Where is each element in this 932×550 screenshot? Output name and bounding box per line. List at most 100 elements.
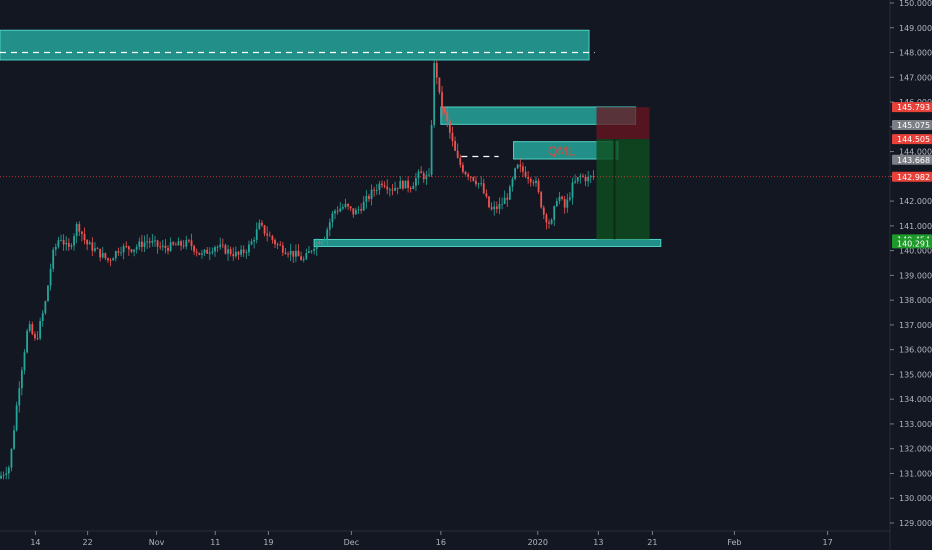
price-badge (892, 134, 932, 145)
candle-body (576, 177, 579, 182)
candle-body (279, 244, 282, 246)
candle-body (391, 189, 394, 191)
demand-zone (313, 238, 662, 247)
candle-body (469, 176, 472, 178)
candle-body (138, 241, 141, 247)
y-tick-label: 131.000 (899, 469, 932, 478)
candle-body (438, 77, 441, 93)
candle-body (177, 241, 180, 246)
position-layer (596, 107, 650, 240)
candle-body (245, 252, 248, 254)
x-tick-label: 16 (436, 538, 446, 547)
candle-body (396, 187, 399, 189)
candle-body (488, 196, 490, 208)
y-tick-label: 133.000 (899, 420, 932, 429)
candle-body (482, 183, 485, 194)
candle-body (375, 190, 378, 191)
price-badge-label: 144.505 (897, 135, 930, 144)
candle-body (503, 197, 506, 204)
price-badge-label: 143.668 (897, 156, 930, 165)
candle-body (47, 285, 49, 302)
y-tick-label: 136.000 (899, 346, 932, 355)
candle-body (120, 252, 122, 254)
candle-body (315, 242, 318, 249)
candle-body (255, 229, 258, 241)
candle-body (399, 180, 402, 189)
candle-body (164, 245, 167, 248)
candle-body (130, 249, 133, 252)
y-tick-label: 137.000 (899, 321, 932, 330)
price-badge (892, 154, 932, 165)
candle-body (240, 249, 242, 255)
candle-body (535, 180, 537, 184)
candle-body (349, 206, 352, 209)
candle-body (422, 173, 425, 180)
candle-body (430, 125, 433, 175)
candle-body (404, 180, 407, 189)
candle-body (420, 171, 423, 174)
candle-body (368, 196, 370, 199)
candle-body (141, 241, 143, 247)
candle-body (388, 189, 391, 191)
price-badge (892, 102, 932, 113)
x-tick-label: 13 (593, 538, 603, 547)
candle-body (425, 175, 428, 180)
candle-body (263, 225, 266, 234)
candle-body (511, 178, 514, 187)
y-tick-label: 144.000 (899, 148, 932, 157)
candle-body (182, 245, 185, 247)
y-tick-label: 142.000 (899, 197, 932, 206)
candle-body (60, 240, 62, 241)
x-tick-label: 17 (823, 538, 833, 547)
candle-body (185, 240, 188, 247)
candle-body (305, 253, 308, 260)
candle-body (456, 150, 459, 158)
candle-body (516, 164, 519, 169)
candle-body (83, 234, 86, 241)
candle-body (80, 231, 83, 235)
candle-body (480, 183, 483, 185)
y-tick-label: 129.000 (899, 519, 932, 528)
candle-body (522, 166, 524, 172)
candle-body (493, 206, 496, 210)
candle-body (148, 241, 151, 243)
candle-body (417, 171, 420, 179)
candle-body (94, 248, 96, 251)
x-tick-label: 14 (30, 538, 40, 547)
candle-body (174, 244, 177, 246)
candle-body (234, 251, 237, 257)
candle-body (242, 249, 245, 253)
candle-body (495, 206, 498, 209)
candle-body (294, 250, 297, 257)
candle-body (334, 210, 336, 214)
candle-body (548, 222, 550, 224)
candle-body (5, 473, 8, 475)
candle-body (88, 242, 91, 245)
candle-body (28, 324, 31, 331)
y-tick-label: 135.000 (899, 370, 932, 379)
candle-body (203, 249, 206, 254)
candle-body (446, 111, 449, 122)
candle-body (448, 121, 451, 133)
candle-body (428, 174, 430, 176)
x-tick-label: 11 (210, 538, 220, 547)
candle-body (266, 233, 269, 236)
candle-body (31, 324, 34, 335)
candle-body (394, 187, 396, 191)
candles-layer (0, 60, 595, 480)
candle-body (344, 203, 347, 208)
candle-body (323, 239, 326, 242)
candle-body (169, 242, 172, 251)
candle-body (117, 251, 120, 253)
candle-body (190, 240, 193, 247)
candle-body (381, 183, 383, 186)
candle-body (506, 197, 509, 200)
candle-body (49, 268, 52, 286)
x-tick-label: 2020 (528, 538, 548, 547)
candle-body (127, 246, 130, 250)
candle-body (41, 313, 44, 322)
candle-body (451, 132, 454, 141)
candle-body (386, 186, 389, 190)
